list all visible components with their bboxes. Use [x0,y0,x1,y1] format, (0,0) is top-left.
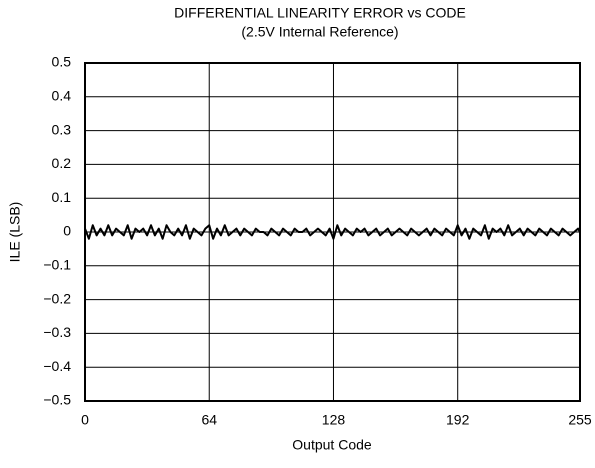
y-axis-title: ILE (LSB) [7,202,23,263]
y-tick-label: 0 [63,223,71,239]
y-tick-label: 0.5 [52,54,72,70]
y-tick-label: −0.2 [43,290,71,306]
y-tick-label: 0.1 [52,189,72,205]
x-tick-label: 255 [568,412,592,428]
y-tick-label: −0.4 [43,358,71,374]
x-tick-label: 128 [322,412,346,428]
x-tick-label: 64 [201,412,217,428]
y-tick-label: −0.5 [43,392,71,408]
y-tick-label: 0.2 [52,155,72,171]
data-line [84,224,581,240]
x-axis-title: Output Code [292,437,372,453]
y-tick-label: −0.1 [43,257,71,273]
x-tick-label: 192 [446,412,470,428]
y-tick-label: 0.3 [52,121,72,137]
chart-title: DIFFERENTIAL LINEARITY ERROR vs CODE [174,5,466,21]
x-tick-label: 0 [81,412,89,428]
chart-subtitle: (2.5V Internal Reference) [241,24,398,40]
y-tick-label: −0.3 [43,324,71,340]
y-tick-label: 0.4 [52,88,72,104]
